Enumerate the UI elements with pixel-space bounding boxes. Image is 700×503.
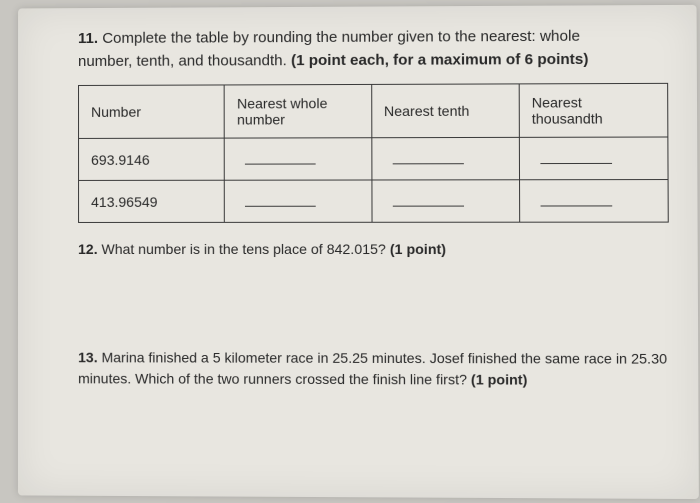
row1-thou-blank <box>519 137 668 180</box>
table-header-row: Number Nearest whole number Nearest tent… <box>79 83 668 138</box>
q12-text: What number is in the tens place of 842.… <box>101 241 385 257</box>
header-thousandth: Nearest thousandth <box>519 83 668 137</box>
row2-number: 413.96549 <box>79 180 225 222</box>
blank-line <box>540 151 612 163</box>
row2-thou-blank <box>519 180 668 223</box>
rounding-table: Number Nearest whole number Nearest tent… <box>78 83 669 223</box>
table-row: 413.96549 <box>79 180 669 223</box>
q11-line2: number, tenth, and thousandth. <box>78 52 287 70</box>
row2-whole-blank <box>225 180 372 222</box>
header-tenth: Nearest tenth <box>371 84 519 138</box>
question-12: 12. What number is in the tens place of … <box>78 241 669 257</box>
blank-line <box>245 194 316 206</box>
blank-line <box>392 194 463 206</box>
header-whole: Nearest whole number <box>224 84 371 138</box>
q12-points: (1 point) <box>390 241 446 257</box>
header-number: Number <box>79 85 225 138</box>
q13-points: (1 point) <box>471 371 527 387</box>
worksheet-page: 11. Complete the table by rounding the n… <box>18 5 699 499</box>
blank-line <box>540 194 612 206</box>
q11-points: (1 point each, for a maximum of 6 points… <box>291 50 588 68</box>
row1-whole-blank <box>224 138 371 180</box>
q11-line1: Complete the table by rounding the numbe… <box>102 28 580 47</box>
row1-number: 693.9146 <box>79 138 225 180</box>
table-row: 693.9146 <box>79 137 669 180</box>
row1-tenth-blank <box>371 137 519 180</box>
question-11: 11. Complete the table by rounding the n… <box>78 25 668 73</box>
blank-line <box>245 152 316 164</box>
q13-text: Marina finished a 5 kilometer race in 25… <box>78 349 667 387</box>
row2-tenth-blank <box>371 180 519 223</box>
q13-number: 13. <box>78 349 98 365</box>
blank-line <box>392 152 463 164</box>
q12-number: 12. <box>78 241 98 257</box>
q11-number: 11. <box>78 30 98 47</box>
question-13: 13. Marina finished a 5 kilometer race i… <box>78 347 669 391</box>
